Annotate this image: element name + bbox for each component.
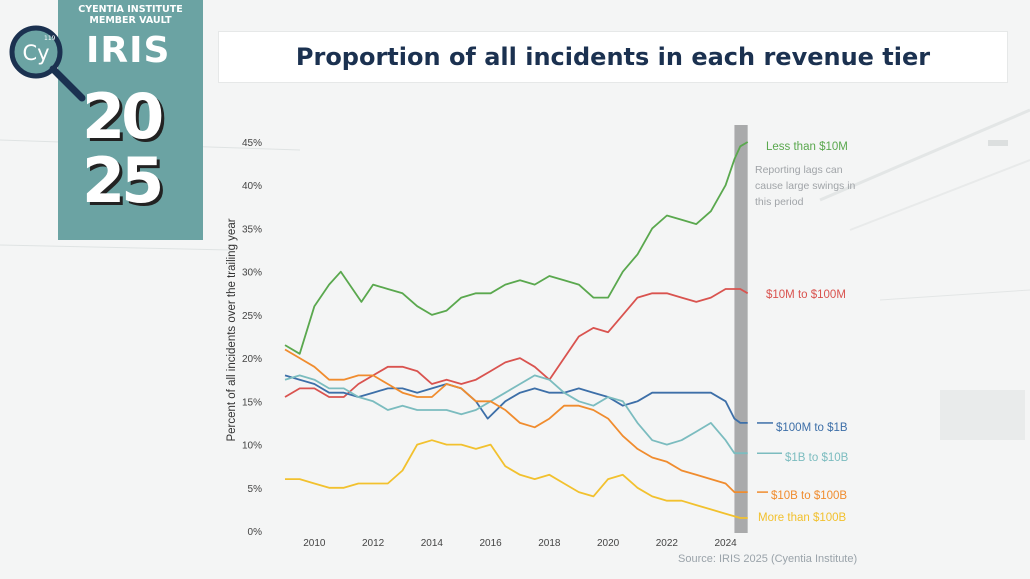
series-label: Less than $10M xyxy=(766,141,848,153)
y-tick-label: 35% xyxy=(242,224,262,235)
x-tick-label: 2012 xyxy=(362,538,385,549)
logo-org: CYENTIA INSTITUTE MEMBER VAULT xyxy=(58,4,203,26)
y-tick-label: 15% xyxy=(242,397,262,408)
series-label: More than $100B xyxy=(758,512,847,524)
x-tick-label: 2020 xyxy=(597,538,620,549)
logo-year-top: 20 xyxy=(82,80,164,153)
logo-badge-number: 119 xyxy=(44,35,56,42)
series-label: $1B to $10B xyxy=(785,452,849,464)
y-tick-label: 40% xyxy=(242,181,262,192)
y-tick-label: 5% xyxy=(248,484,263,495)
logo-line1: CYENTIA INSTITUTE xyxy=(78,4,183,15)
series-label: $10B to $100B xyxy=(771,490,847,502)
y-tick-label: 30% xyxy=(242,268,262,279)
logo-brand: IRIS xyxy=(86,30,171,71)
series-line-4 xyxy=(284,348,748,493)
logo-badge: Cy xyxy=(22,41,49,65)
y-tick-label: 45% xyxy=(242,138,262,149)
x-tick-label: 2010 xyxy=(303,538,326,549)
series-line-0 xyxy=(284,141,749,355)
series-line-2 xyxy=(284,374,748,424)
series-line-1 xyxy=(284,288,749,398)
y-tick-label: 10% xyxy=(242,441,262,452)
reporting-lag-band xyxy=(734,125,748,533)
series-line-3 xyxy=(284,374,748,455)
x-tick-label: 2016 xyxy=(480,538,503,549)
y-tick-label: 0% xyxy=(248,527,263,538)
y-tick-label: 25% xyxy=(242,311,262,322)
source-note: Source: IRIS 2025 (Cyentia Institute) xyxy=(678,553,858,565)
logo-line2: MEMBER VAULT xyxy=(89,15,172,26)
title-bar: Proportion of all incidents in each reve… xyxy=(219,32,1007,82)
x-tick-label: 2024 xyxy=(715,538,738,549)
chart-title: Proportion of all incidents in each reve… xyxy=(295,43,931,71)
series-line-5 xyxy=(285,439,748,519)
logo-year-bottom: 25 xyxy=(82,144,164,217)
series-label: $10M to $100M xyxy=(766,289,846,301)
magnifier-icon: Cy 119 xyxy=(9,25,86,102)
y-axis-label: Percent of all incidents over the traili… xyxy=(226,218,238,441)
annotation-text: Reporting lags can cause large swings in t… xyxy=(755,164,856,208)
series-label: $100M to $1B xyxy=(776,422,848,434)
x-tick-label: 2014 xyxy=(421,538,444,549)
x-tick-label: 2022 xyxy=(656,538,679,549)
iris-logo: CYENTIA INSTITUTE MEMBER VAULT IRIS 20 2… xyxy=(58,0,203,240)
y-tick-label: 20% xyxy=(242,354,262,365)
x-tick-label: 2018 xyxy=(538,538,561,549)
